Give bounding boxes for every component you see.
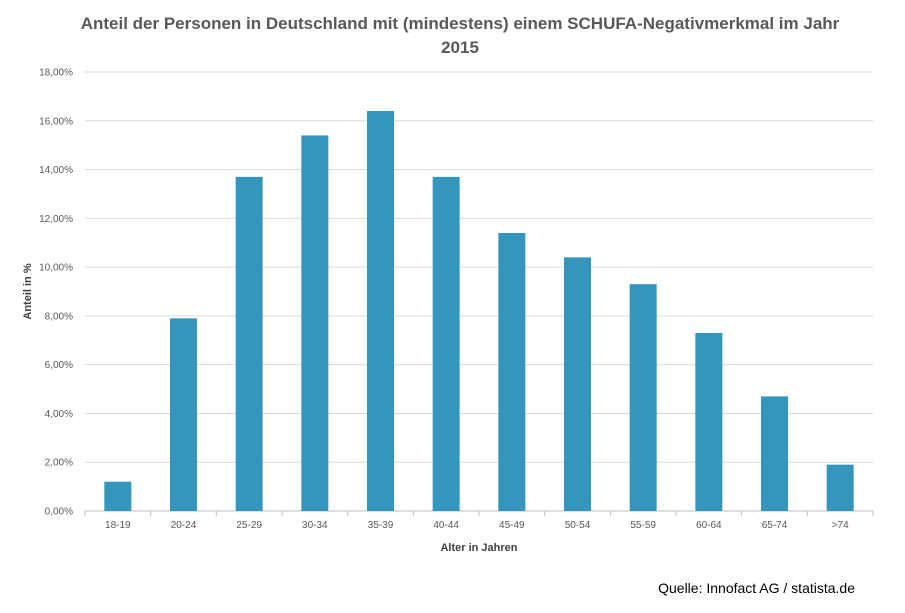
x-tick-label: 30-34 xyxy=(302,520,328,531)
bar-25-29 xyxy=(235,176,263,511)
y-tick-label: 4,00% xyxy=(45,409,73,420)
y-tick-label: 0,00% xyxy=(45,507,73,518)
bar-40-44 xyxy=(432,176,460,511)
bar-35-39 xyxy=(367,111,394,512)
bar-60-64 xyxy=(695,332,723,511)
chart-title: Anteil der Personen in Deutschland mit (… xyxy=(80,14,840,57)
bar-65-74 xyxy=(761,396,788,511)
x-tick-label: 55-59 xyxy=(630,520,656,531)
bar-18-19 xyxy=(104,481,132,511)
bar-20-24 xyxy=(170,318,197,511)
x-tick-label: 25-29 xyxy=(236,520,262,531)
y-tick-label: 6,00% xyxy=(45,360,73,371)
bar->74 xyxy=(826,464,854,511)
x-tick-label: 60-64 xyxy=(696,520,722,531)
x-tick-label: 20-24 xyxy=(171,520,197,531)
bar-50-54 xyxy=(564,257,591,511)
bar-30-34 xyxy=(301,135,329,511)
y-tick-label: 8,00% xyxy=(45,311,73,322)
x-tick-label: 65-74 xyxy=(762,520,788,531)
source-note: Quelle: Innofact AG / statista.de xyxy=(658,580,855,596)
x-tick-label: 40-44 xyxy=(433,520,459,531)
bar-45-49 xyxy=(498,232,526,511)
y-tick-label: 18,00% xyxy=(39,68,73,79)
y-tick-label: 12,00% xyxy=(39,214,73,225)
y-tick-label: 10,00% xyxy=(39,263,73,274)
y-tick-label: 2,00% xyxy=(45,458,73,469)
x-tick-label: 50-54 xyxy=(565,520,591,531)
x-tick-label: 18-19 xyxy=(105,520,131,531)
x-tick-label: >74 xyxy=(832,520,849,531)
x-tick-label: 45-49 xyxy=(499,520,525,531)
y-axis-title: Anteil in % xyxy=(22,263,34,319)
x-tick-label: 35-39 xyxy=(368,520,394,531)
y-tick-label: 14,00% xyxy=(39,165,73,176)
x-axis-title: Alter in Jahren xyxy=(440,542,517,554)
bar-55-59 xyxy=(629,284,657,511)
y-tick-label: 16,00% xyxy=(39,116,73,127)
